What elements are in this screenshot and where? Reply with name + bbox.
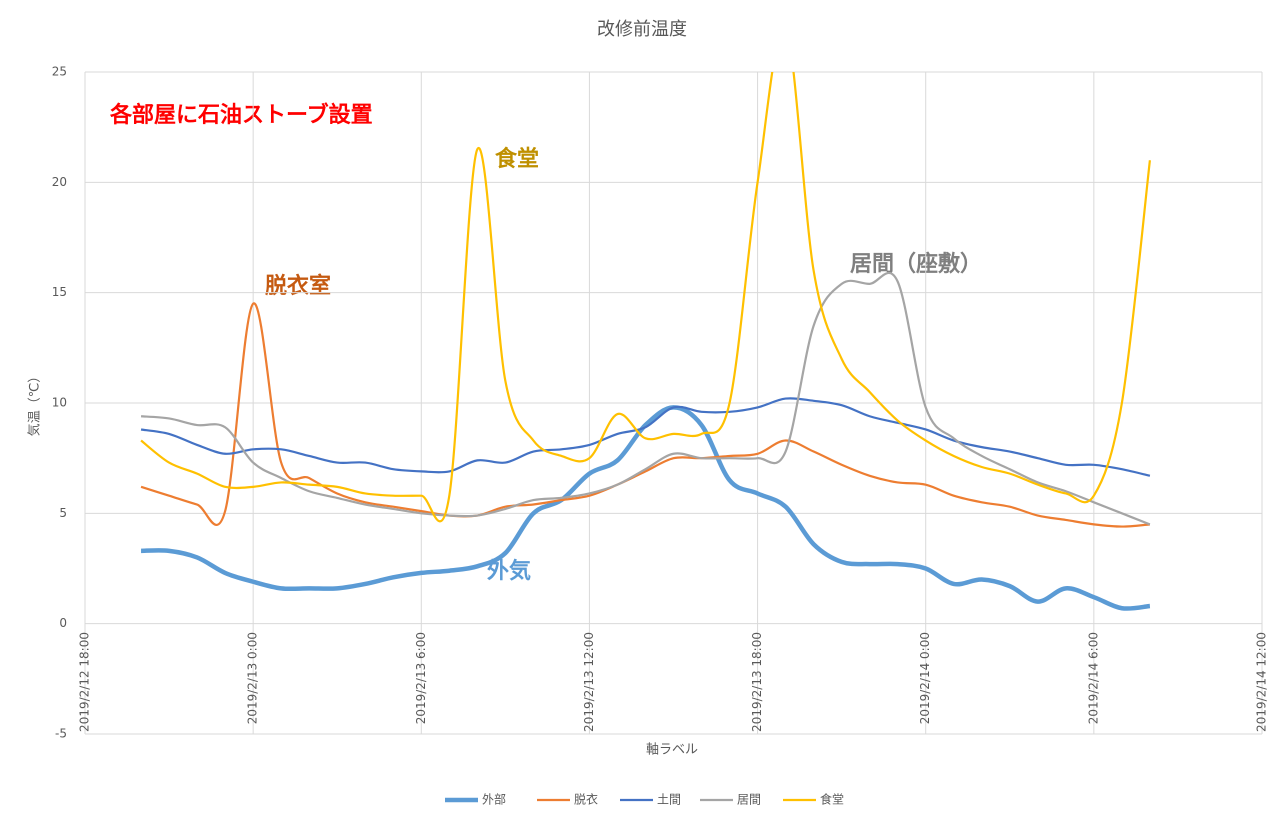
annotation: 居間（座敷） [850,251,982,277]
x-tick-label: 2019/2/13 6:00 [414,632,428,724]
legend-label: 脱衣 [574,792,598,807]
series-line [140,302,1150,528]
legend-label: 食堂 [820,792,844,807]
x-tick-label: 2019/2/14 0:00 [918,632,932,724]
y-tick-label: 20 [52,175,67,189]
y-tick-label: -5 [55,727,67,741]
x-tick-label: 2019/2/14 12:00 [1255,632,1269,732]
plot-area [140,72,1151,611]
x-axis-title: 軸ラベル [646,743,698,758]
y-tick-label: 10 [52,396,67,410]
y-tick-label: 5 [59,506,67,520]
y-tick-label: 0 [59,616,67,630]
legend-label: 居間 [737,793,761,807]
series-line [140,397,1151,477]
x-tick-label: 2019/2/14 6:00 [1086,632,1100,724]
x-tick-label: 2019/2/13 12:00 [582,632,596,732]
annotation: 脱衣室 [265,273,331,299]
y-axis-title: 気温（℃） [27,370,43,437]
x-tick-label: 2019/2/12 18:00 [78,632,92,732]
series-line [140,272,1151,526]
grid: -5 0 5 10 15 20 25 2019/2/12 18:00 2019/2/13 0:0… [52,65,1269,741]
y-tick-label: 25 [52,65,67,79]
y-tick-label: 15 [52,285,67,299]
legend-label: 土間 [657,793,681,807]
legend-label: 外部 [482,792,506,807]
x-tick-label: 2019/2/13 18:00 [750,632,764,732]
series-line [141,405,1151,611]
x-tick-label: 2019/2/13 0:00 [246,632,260,724]
series-line [140,72,1151,523]
annotation: 各部屋に石油ストーブ設置 [109,102,373,128]
annotation: 食堂 [495,146,539,172]
chart-title: 改修前温度 [597,19,687,40]
legend: 外部 脱衣 土間 居間 食堂 [445,792,844,807]
